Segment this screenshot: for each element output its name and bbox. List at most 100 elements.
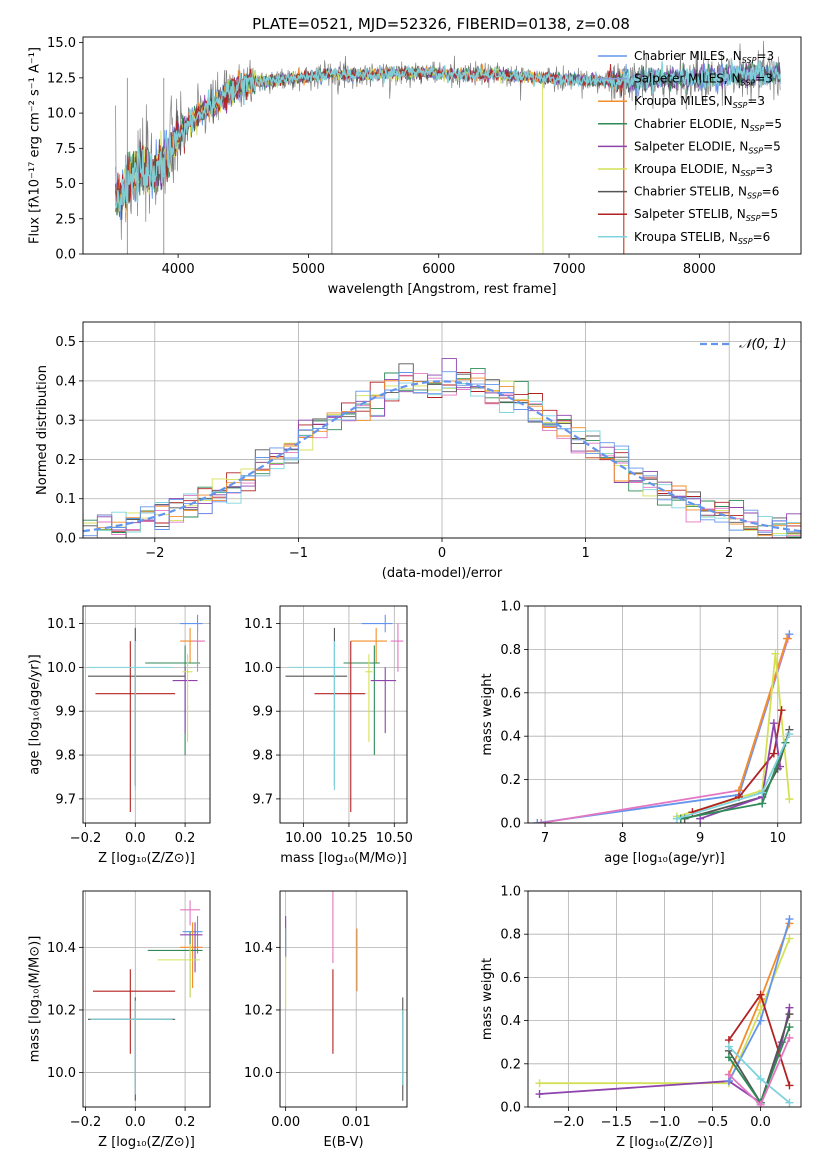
x-tick-label: 4000 <box>162 262 195 277</box>
model-spectrum <box>114 60 781 212</box>
figure-title: PLATE=0521, MJD=52326, FIBERID=0138, z=0… <box>252 15 630 33</box>
y-tick-label: 0.1 <box>55 492 76 507</box>
weight-marker <box>783 634 792 643</box>
y-tick-label: 10.0 <box>244 661 273 676</box>
x-tick-label: 8000 <box>683 262 716 277</box>
x-tick-label: 9 <box>696 831 704 846</box>
residuals-panel: −2 −1 0 1 2 0.0 0.1 0.2 0.3 0.4 0.5 (data-model)/er… <box>35 321 802 581</box>
x-tick-label: 10 <box>769 831 786 846</box>
mass_vs_EBV-panel: 0.00 0.01 10.0 10.2 10.4 E(B-V) <box>244 890 408 1150</box>
spectrum-panel: 4000 5000 6000 7000 8000 0.0 2.5 5.0 7.5 10.0 12.5… <box>28 36 802 297</box>
axes-frame <box>82 321 802 539</box>
y-tick-label: 9.8 <box>55 749 76 764</box>
axes-frame <box>527 605 802 824</box>
x-tick-label: −2.0 <box>553 1115 585 1130</box>
legend-label: Chabrier ELODIE, NSSP=5 <box>634 117 782 133</box>
legend-label: Kroupa MILES, NSSP=3 <box>634 94 765 110</box>
x-tick-label: −2 <box>145 546 164 561</box>
x-axis-label: mass [log₁₀(M/M⊙)] <box>280 851 407 866</box>
x-tick-label: 0.2 <box>175 831 196 846</box>
x-tick-label: 0.0 <box>125 831 146 846</box>
y-tick-label: 5.0 <box>55 177 76 192</box>
weight-marker <box>724 1042 733 1051</box>
legend-label: Salpeter STELIB, NSSP=5 <box>634 207 778 223</box>
age_vs_mass-panel: 10.00 10.25 10.50 9.7 9.8 9.9 10.0 10.1 mass [lo… <box>244 605 413 866</box>
y-tick-label: 0.8 <box>500 643 521 658</box>
model-spectrum <box>115 63 625 254</box>
axes-frame <box>82 36 802 255</box>
weight-marker <box>756 1100 765 1107</box>
y-tick-label: 1.0 <box>500 600 521 615</box>
weight-marker <box>769 719 778 728</box>
axes-frame <box>279 605 408 824</box>
legend-label: Salpeter ELODIE, NSSP=5 <box>634 139 781 155</box>
weight-marker <box>785 795 794 804</box>
y-axis-label: mass [log₁₀(M/M⊙)] <box>28 936 43 1063</box>
weight-marker <box>724 1070 733 1079</box>
x-tick-label: 7 <box>541 831 549 846</box>
x-tick-label: 0 <box>438 546 446 561</box>
x-axis-label: E(B-V) <box>323 1135 363 1150</box>
y-tick-label: 0.5 <box>55 335 76 350</box>
y-tick-label: 10.2 <box>47 1003 76 1018</box>
weight-marker <box>535 1079 544 1088</box>
y-tick-label: 10.2 <box>244 1003 273 1018</box>
y-tick-label: 10.4 <box>47 941 76 956</box>
x-tick-label: 5000 <box>292 262 325 277</box>
weight-marker <box>756 990 765 999</box>
x-tick-label: −1.0 <box>649 1115 681 1130</box>
weight-marker <box>672 814 681 823</box>
normal-curve <box>83 380 801 533</box>
weight-marker <box>535 1090 544 1099</box>
weight-marker <box>785 1023 794 1032</box>
weight-marker <box>537 819 546 823</box>
x-tick-label: 0.0 <box>750 1115 771 1130</box>
weight-marker <box>785 934 794 943</box>
x-tick-label: 10.50 <box>376 831 413 846</box>
x-tick-label: 2 <box>725 546 733 561</box>
x-tick-label: 10.00 <box>285 831 322 846</box>
weight-line <box>537 633 791 823</box>
y-tick-label: 9.9 <box>252 705 273 720</box>
y-tick-label: 7.5 <box>55 142 76 157</box>
y-tick-label: 0.6 <box>500 686 521 701</box>
y-tick-label: 0.0 <box>500 817 521 832</box>
weight-marker <box>756 1074 765 1083</box>
legend-label: Kroupa STELIB, NSSP=6 <box>634 230 770 246</box>
axes-frame <box>82 890 211 1108</box>
x-tick-label: −0.2 <box>70 1115 102 1130</box>
y-tick-label: 2.5 <box>55 212 76 227</box>
x-axis-label: age [log₁₀(age/yr)] <box>604 851 725 866</box>
y-tick-label: 12.5 <box>47 71 76 86</box>
y-tick-label: 15.0 <box>47 36 76 51</box>
weight-lines <box>533 630 794 823</box>
weight-marker <box>785 1010 794 1019</box>
x-tick-label: 10.25 <box>330 831 367 846</box>
y-tick-label: 0.0 <box>55 248 76 263</box>
y-axis-label: Flux [fλ10⁻¹⁷ erg cm⁻² s⁻¹ A⁻¹] <box>28 47 43 244</box>
weight-marker <box>533 819 542 823</box>
y-tick-label: 9.8 <box>252 749 273 764</box>
x-tick-label: 0.2 <box>175 1115 196 1130</box>
error-bars <box>285 891 404 1101</box>
weight-line <box>692 710 783 813</box>
x-tick-label: 0.0 <box>125 1115 146 1130</box>
weight-line <box>738 638 788 791</box>
model-spectrum <box>115 66 544 254</box>
x-axis-label: Z [log₁₀(Z/Z⊙)] <box>98 851 195 866</box>
y-tick-label: 0.2 <box>500 1057 521 1072</box>
weight-marker <box>785 1033 794 1042</box>
y-axis-label: Normed distribution <box>35 365 50 495</box>
weight-marker <box>785 1098 794 1107</box>
weight-marker <box>769 749 778 758</box>
weight-marker <box>777 706 786 715</box>
weight-marker <box>758 799 767 808</box>
x-tick-label: −0.2 <box>70 831 102 846</box>
model-spectrum <box>115 64 625 254</box>
y-tick-label: 0.0 <box>500 1101 521 1116</box>
x-tick-label: 0.00 <box>271 1115 300 1130</box>
weight-marker <box>724 1053 733 1062</box>
y-tick-label: 0.3 <box>55 414 76 429</box>
weight-marker <box>785 1081 794 1090</box>
